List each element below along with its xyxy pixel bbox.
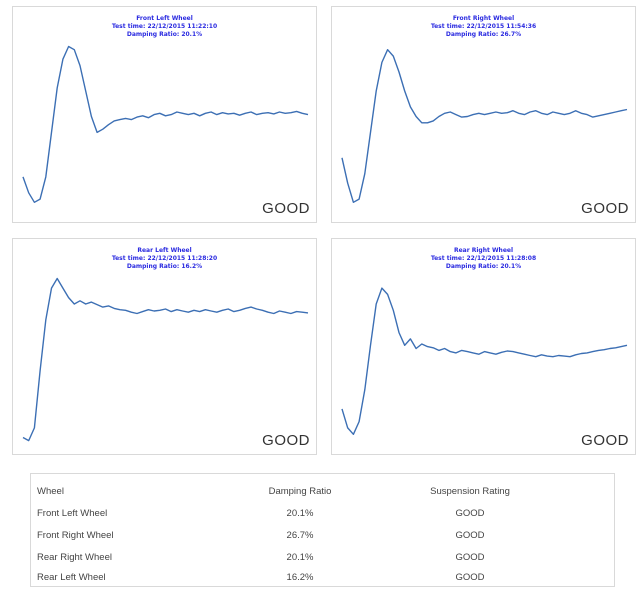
cell-wheel: Front Right Wheel [37,530,114,541]
chart-title: Rear Right Wheel [332,247,635,254]
rating-label: GOOD [262,432,310,449]
chart-subtitle-time: Test time: 22/12/2015 11:54:36 [332,23,635,30]
chart-subtitle-time: Test time: 22/12/2015 11:22:10 [13,23,316,30]
chart-subtitle-ratio: Damping Ratio: 16.2% [13,263,316,270]
cell-wheel: Front Left Wheel [37,508,107,519]
line-chart-front-left [13,7,318,224]
chart-panel-rear-right: Rear Right Wheel Test time: 22/12/2015 1… [331,238,636,455]
chart-title: Front Right Wheel [332,15,635,22]
cell-rating: GOOD [415,572,525,583]
chart-subtitle-time: Test time: 22/12/2015 11:28:20 [13,255,316,262]
header-suspension-rating: Suspension Rating [415,486,525,497]
chart-subtitle-ratio: Damping Ratio: 20.1% [13,31,316,38]
line-chart-rear-right [332,239,637,456]
table-row: Front Right Wheel 26.7% GOOD [31,530,614,550]
header-wheel: Wheel [37,486,64,497]
line-chart-front-right [332,7,637,224]
chart-panel-front-right: Front Right Wheel Test time: 22/12/2015 … [331,6,636,223]
table-header-row: Wheel Damping Ratio Suspension Rating [31,486,614,506]
line-chart-rear-left [13,239,318,456]
chart-subtitle-ratio: Damping Ratio: 26.7% [332,31,635,38]
table-row: Rear Left Wheel 16.2% GOOD [31,572,614,592]
chart-panel-front-left: Front Left Wheel Test time: 22/12/2015 1… [12,6,317,223]
summary-table: Wheel Damping Ratio Suspension Rating Fr… [30,473,615,587]
chart-panel-rear-left: Rear Left Wheel Test time: 22/12/2015 11… [12,238,317,455]
chart-title: Front Left Wheel [13,15,316,22]
cell-damping-ratio: 20.1% [245,508,355,519]
header-damping-ratio: Damping Ratio [245,486,355,497]
table-row: Rear Right Wheel 20.1% GOOD [31,552,614,572]
cell-wheel: Rear Right Wheel [37,552,112,563]
cell-rating: GOOD [415,530,525,541]
chart-title: Rear Left Wheel [13,247,316,254]
cell-rating: GOOD [415,552,525,563]
table-row: Front Left Wheel 20.1% GOOD [31,508,614,528]
cell-rating: GOOD [415,508,525,519]
chart-subtitle-time: Test time: 22/12/2015 11:28:08 [332,255,635,262]
series-line-rear-left [23,279,308,441]
rating-label: GOOD [262,200,310,217]
rating-label: GOOD [581,432,629,449]
series-line-front-right [342,50,627,203]
cell-damping-ratio: 20.1% [245,552,355,563]
cell-damping-ratio: 26.7% [245,530,355,541]
rating-label: GOOD [581,200,629,217]
cell-damping-ratio: 16.2% [245,572,355,583]
chart-subtitle-ratio: Damping Ratio: 20.1% [332,263,635,270]
series-line-front-left [23,47,308,203]
series-line-rear-right [342,288,627,434]
cell-wheel: Rear Left Wheel [37,572,106,583]
